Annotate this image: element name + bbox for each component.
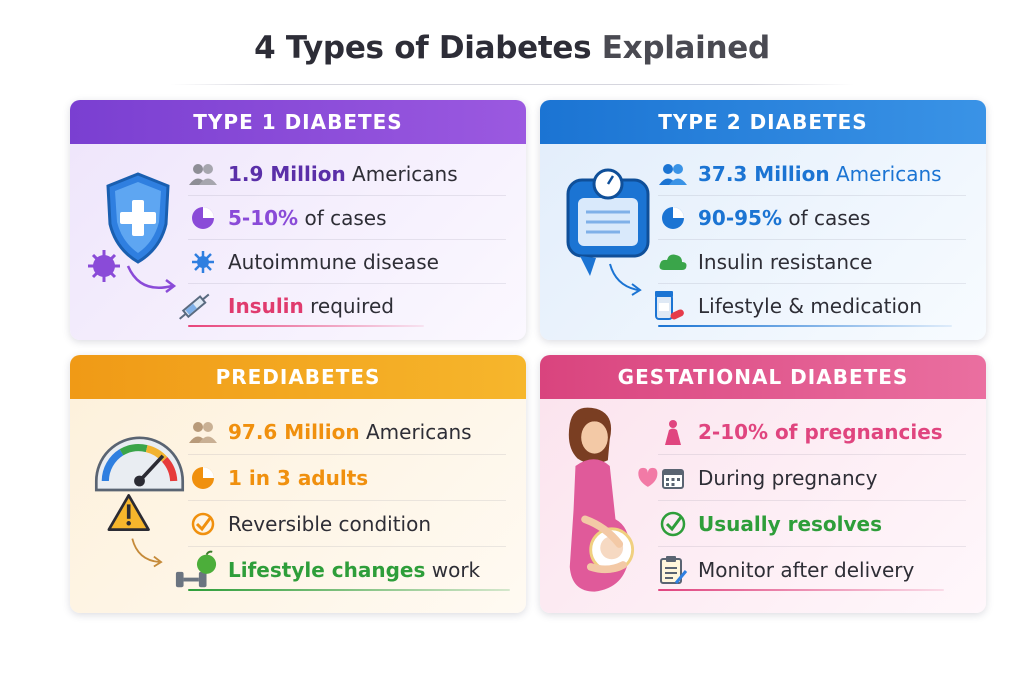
row-population: 37.3 Million Americans (658, 152, 966, 196)
row-strong: 1.9 Million (228, 161, 346, 186)
row-share: 5-10% of cases (188, 196, 506, 240)
row-text: Monitor after delivery (698, 558, 915, 582)
card-heading: TYPE 2 DIABETES (540, 100, 986, 144)
title-main: 4 Types of Diabetes (254, 30, 592, 66)
row-text: Americans (359, 419, 472, 444)
row-strong: 90-95% (698, 205, 783, 230)
scale-illustration (566, 168, 650, 296)
row-strong: 2-10% of pregnancies (698, 419, 943, 444)
row-strong: 1 in 3 adults (228, 465, 369, 490)
card-prediabetes: PREDIABETES 97.6 Million Americans 1 in … (70, 355, 526, 613)
row-text: work (425, 558, 481, 582)
virus-icon (188, 247, 218, 277)
row-reversible: Reversible condition (188, 501, 506, 547)
gauge-warning-illustration (94, 436, 185, 568)
row-text: of cases (298, 205, 387, 230)
row-cause: Autoimmune disease (188, 240, 506, 284)
title-muted: Explained (601, 30, 770, 66)
row-treatment: Insulin required (179, 284, 506, 328)
row-strong: Usually resolves (698, 511, 883, 536)
pill-bottle-icon (655, 291, 688, 321)
dumbbell-apple-icon (175, 550, 218, 588)
row-lifestyle: Lifestyle changes work (175, 547, 511, 593)
row-population: 97.6 Million Americans (188, 409, 506, 455)
row-followup: Monitor after delivery (657, 547, 966, 593)
row-text: Americans (829, 161, 942, 186)
row-text: Autoimmune disease (228, 249, 439, 274)
card-heading: PREDIABETES (70, 355, 526, 399)
row-strong: 37.3 Million (698, 161, 830, 186)
calendar-icon (658, 463, 688, 493)
people-icon (188, 417, 218, 447)
row-text: of cases (782, 205, 871, 230)
syringe-icon (179, 291, 218, 321)
pregnant-woman-illustration (568, 407, 658, 592)
row-strong: 5-10% (228, 205, 299, 230)
row-share: 90-95% of cases (658, 196, 966, 240)
row-text: During pregnancy (698, 465, 878, 490)
row-strong: Insulin (228, 294, 304, 318)
pie-icon (188, 463, 218, 493)
row-share: 1 in 3 adults (188, 455, 506, 501)
people-icon (188, 159, 218, 189)
card-heading: TYPE 1 DIABETES (70, 100, 526, 144)
card-heading: GESTATIONAL DIABETES (540, 355, 986, 399)
row-prevalence: 2-10% of pregnancies (658, 409, 966, 455)
row-text: required (303, 294, 394, 318)
shield-virus-illustration (88, 172, 177, 293)
row-population: 1.9 Million Americans (188, 152, 506, 196)
row-timing: During pregnancy (658, 455, 966, 501)
page-title: 4 Types of Diabetes Explained (0, 30, 1024, 66)
check-badge-icon (188, 509, 218, 539)
card-type-2: TYPE 2 DIABETES 37.3 Million Americans 9… (540, 100, 986, 340)
card-type-1: TYPE 1 DIABETES 1.9 Million Americans 5-… (70, 100, 526, 340)
row-strong: 97.6 Million (228, 419, 360, 444)
pie-icon (658, 203, 688, 233)
check-circle-icon (658, 509, 688, 539)
people-icon (658, 159, 688, 189)
title-divider (170, 84, 854, 85)
row-cause: Insulin resistance (658, 240, 966, 284)
row-text: Reversible condition (228, 511, 432, 536)
row-treatment: Lifestyle & medication (655, 284, 966, 328)
row-outcome: Usually resolves (658, 501, 966, 547)
row-text: Americans (345, 161, 458, 186)
cloud-icon (658, 247, 688, 277)
clipboard-icon (658, 555, 688, 585)
row-strong: Lifestyle changes (228, 558, 426, 582)
row-text: Insulin resistance (698, 249, 873, 274)
row-text: Lifestyle & medication (698, 294, 922, 318)
pie-icon (188, 203, 218, 233)
pregnant-icon (658, 417, 688, 447)
card-gestational: GESTATIONAL DIABETES 2-10% of pregnancie… (540, 355, 986, 613)
